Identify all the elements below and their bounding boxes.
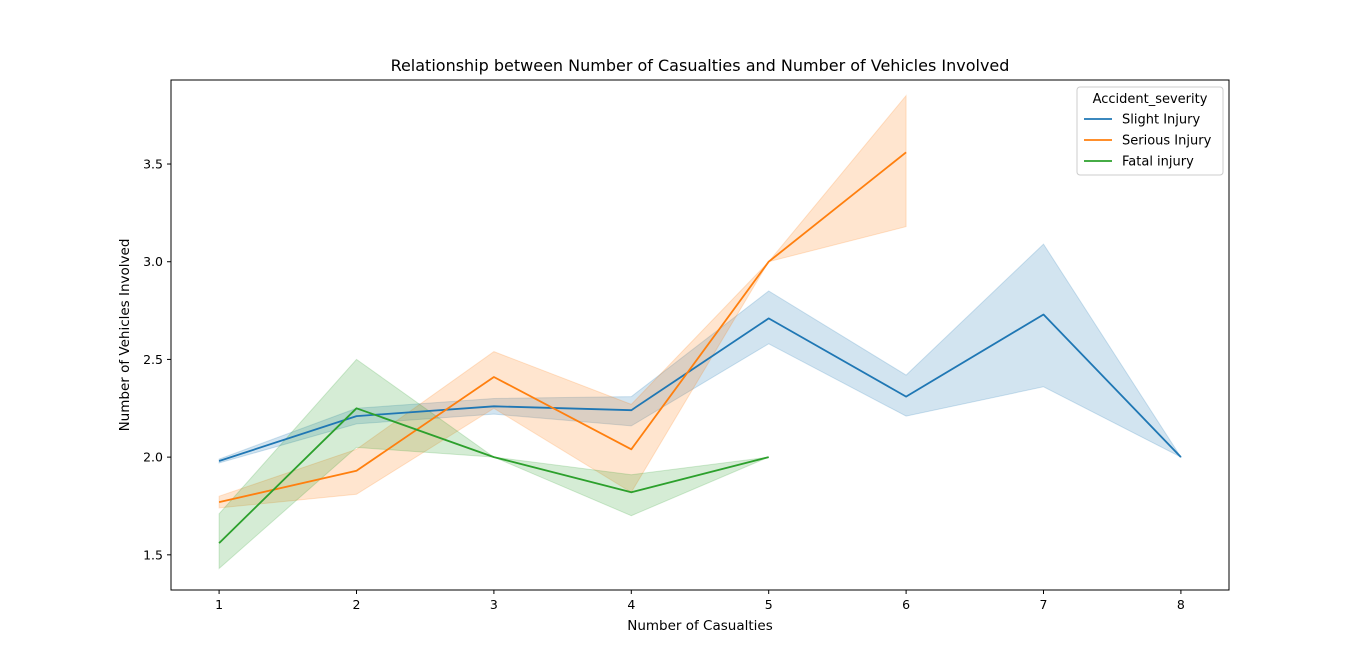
ci-band-fatal-injury <box>218 358 769 570</box>
x-tick-label: 5 <box>765 597 773 612</box>
series-line-fatal-injury <box>218 407 769 544</box>
plot-frame <box>170 79 1230 591</box>
y-tick-label: 2.5 <box>143 352 163 367</box>
series-lines <box>218 151 1182 544</box>
series-line-slight-injury <box>218 313 1182 462</box>
legend-box <box>1076 86 1224 176</box>
y-tick-label: 3.0 <box>143 254 163 269</box>
x-tick-label: 3 <box>490 597 498 612</box>
y-tick-label: 3.5 <box>143 157 163 172</box>
x-axis-label: Number of Casualties <box>627 618 773 634</box>
y-tick-label: 2.0 <box>143 450 163 465</box>
y-axis-ticks: 1.5 2.0 2.5 3.0 3.5 <box>143 157 171 562</box>
legend-title: Accident_severity <box>1093 92 1208 107</box>
x-axis-ticks: 1 2 3 4 5 6 7 8 <box>215 590 1185 612</box>
x-tick-label: 1 <box>215 597 223 612</box>
legend-items: Slight Injury Serious Injury Fatal injury <box>1084 113 1212 170</box>
legend-label-serious-injury: Serious Injury <box>1122 134 1212 149</box>
y-tick-label: 1.5 <box>143 547 163 562</box>
x-tick-label: 2 <box>353 597 361 612</box>
legend-label-fatal-injury: Fatal injury <box>1122 155 1194 170</box>
legend: Accident_severity Slight Injury Serious I… <box>1076 86 1224 176</box>
legend-label-slight-injury: Slight Injury <box>1122 113 1200 128</box>
y-axis-label: Number of Vehicles Involved <box>117 239 133 432</box>
x-tick-label: 8 <box>1177 597 1185 612</box>
confidence-bands <box>218 94 1183 570</box>
x-tick-label: 7 <box>1040 597 1048 612</box>
x-tick-label: 6 <box>902 597 910 612</box>
ci-band-serious-injury <box>218 94 907 509</box>
x-tick-label: 4 <box>627 597 635 612</box>
series-line-serious-injury <box>218 151 907 503</box>
chart-title: Relationship between Number of Casualtie… <box>391 56 1010 75</box>
